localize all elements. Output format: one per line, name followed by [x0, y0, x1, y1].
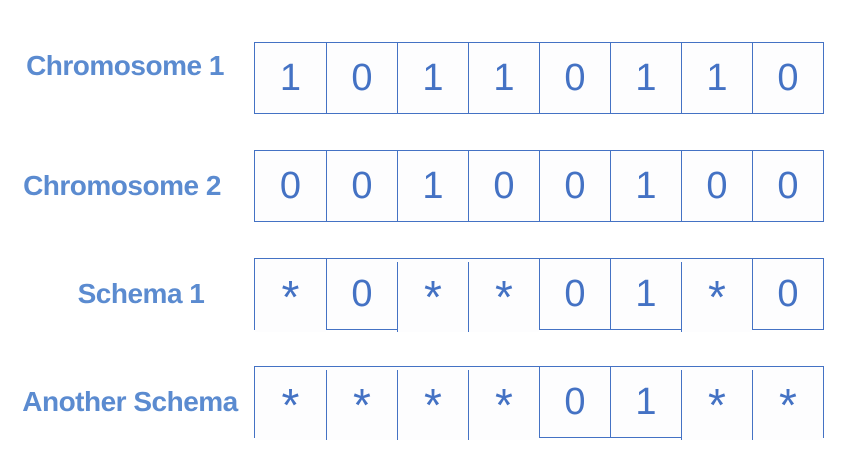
gene-cell: 0 [752, 151, 823, 221]
row-label: Chromosome 1 [26, 50, 224, 81]
gene-cell: 1 [397, 151, 468, 221]
chromosome-1-row: Chromosome 1 1 0 1 1 0 1 1 0 [0, 42, 860, 114]
gene-cell: 1 [255, 43, 326, 113]
gene-cell: * [468, 370, 539, 440]
gene-cell: 0 [326, 151, 397, 221]
gene-cell: * [255, 370, 326, 440]
chromosome-2-grid: 0 0 1 0 0 1 0 0 [254, 150, 824, 222]
chromosome-1-grid: 1 0 1 1 0 1 1 0 [254, 42, 824, 114]
gene-cell: 0 [681, 151, 752, 221]
gene-cell: 1 [468, 43, 539, 113]
gene-cell: * [397, 262, 468, 332]
chromosome-2-row: Chromosome 2 0 0 1 0 0 1 0 0 [0, 150, 860, 222]
schema-1-row: Schema 1 * 0 * * 0 1 * 0 [0, 258, 860, 332]
gene-cell: * [326, 370, 397, 440]
gene-cell: 0 [468, 151, 539, 221]
schema-1-grid: * 0 * * 0 1 * 0 [254, 258, 824, 332]
row-label: Another Schema [22, 386, 238, 417]
gene-cell: 1 [610, 259, 681, 329]
row-label: Chromosome 2 [23, 170, 221, 201]
gene-cell: 0 [539, 151, 610, 221]
gene-cell: * [681, 370, 752, 440]
gene-cell: * [255, 262, 326, 332]
gene-cell: * [397, 370, 468, 440]
row-label: Schema 1 [77, 278, 205, 309]
gene-cell: 1 [397, 43, 468, 113]
gene-cell: 0 [255, 151, 326, 221]
gene-cell: 0 [326, 259, 397, 329]
gene-cell: 0 [539, 367, 610, 437]
gene-cell: 0 [752, 259, 823, 329]
another-schema-row: Another Schema * * * * 0 1 * * [0, 366, 860, 440]
gene-cell: 0 [539, 43, 610, 113]
gene-cell: 1 [610, 43, 681, 113]
gene-cell: * [681, 262, 752, 332]
gene-cell: 1 [610, 151, 681, 221]
another-schema-grid: * * * * 0 1 * * [254, 366, 824, 440]
gene-cell: 1 [610, 367, 681, 437]
gene-cell: 1 [681, 43, 752, 113]
gene-cell: * [468, 262, 539, 332]
gene-cell: 0 [752, 43, 823, 113]
gene-cell: 0 [539, 259, 610, 329]
gene-cell: * [752, 370, 823, 440]
gene-cell: 0 [326, 43, 397, 113]
